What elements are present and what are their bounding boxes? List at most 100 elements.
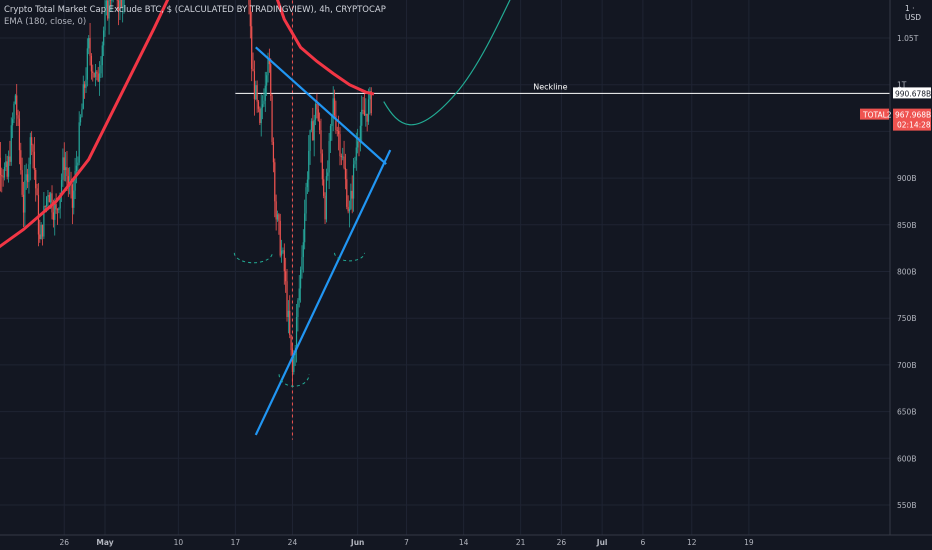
candle-body bbox=[108, 0, 110, 19]
candle-body bbox=[25, 174, 27, 181]
candle-body bbox=[268, 57, 270, 65]
candle-body bbox=[290, 335, 292, 350]
candle-body bbox=[73, 190, 75, 208]
candle-body bbox=[274, 162, 276, 202]
candle-body bbox=[56, 209, 59, 211]
candle-body bbox=[97, 73, 99, 82]
candle-body bbox=[260, 107, 262, 123]
y-tick-label: 750B bbox=[897, 314, 916, 323]
candle-body bbox=[306, 179, 308, 188]
candle-body bbox=[81, 108, 83, 118]
candle-body bbox=[111, 0, 113, 1]
y-tick-label: 850B bbox=[897, 221, 916, 230]
candle-body bbox=[346, 179, 348, 207]
candle-body bbox=[2, 176, 4, 178]
candle-body bbox=[96, 71, 98, 74]
candle-body bbox=[88, 38, 90, 49]
candle-body bbox=[0, 157, 2, 176]
lower-trendline bbox=[254, 149, 392, 436]
candle-body bbox=[271, 95, 273, 142]
candle-body bbox=[63, 157, 65, 171]
candle-body bbox=[39, 234, 41, 239]
candle-body bbox=[309, 130, 311, 151]
candle-body bbox=[304, 213, 306, 243]
candle-body bbox=[297, 300, 299, 318]
x-tick-label: Jun bbox=[350, 538, 364, 547]
y-tick-label: 600B bbox=[897, 454, 916, 463]
candle-body bbox=[50, 193, 52, 203]
candle-body bbox=[116, 0, 118, 1]
candle-body bbox=[310, 121, 313, 131]
candle-body bbox=[66, 167, 68, 177]
head-arc bbox=[278, 374, 310, 387]
countdown-label: 02:14:28 bbox=[897, 121, 931, 130]
left-shoulder-arc bbox=[233, 252, 273, 264]
candle-body bbox=[109, 0, 112, 1]
candle-body bbox=[255, 85, 257, 100]
candle-body bbox=[287, 310, 289, 318]
candle-body bbox=[338, 130, 340, 135]
x-tick-label: 12 bbox=[687, 538, 697, 547]
currency-code: USD bbox=[905, 13, 922, 22]
candle-body bbox=[3, 167, 6, 178]
candle-body bbox=[55, 204, 57, 210]
candle-body bbox=[21, 170, 23, 195]
symbol-label: TOTAL2 bbox=[862, 111, 892, 120]
candle-body bbox=[82, 84, 84, 109]
candle-body bbox=[93, 73, 95, 77]
x-tick-label: 21 bbox=[516, 538, 526, 547]
candle-body bbox=[357, 141, 359, 148]
candle-body bbox=[120, 0, 122, 7]
candle-body bbox=[279, 220, 281, 256]
candle-body bbox=[252, 68, 254, 72]
candle-body bbox=[32, 145, 34, 152]
currency-label[interactable]: 1 · USD bbox=[905, 4, 922, 22]
neckline-price-badge bbox=[893, 87, 931, 99]
candle-body bbox=[79, 117, 82, 123]
candle-body bbox=[29, 137, 31, 165]
x-tick-label: 14 bbox=[459, 538, 469, 547]
x-tick-label: 26 bbox=[59, 538, 69, 547]
candle-body bbox=[347, 206, 349, 212]
candle-body bbox=[28, 164, 30, 183]
candle-body bbox=[339, 134, 341, 157]
candle-body bbox=[51, 193, 53, 213]
candle-body bbox=[327, 172, 329, 177]
indicator-label: EMA (180, close, 0) bbox=[4, 17, 87, 27]
candle-body bbox=[325, 176, 328, 220]
candle-body bbox=[5, 161, 7, 168]
candle-body bbox=[293, 355, 295, 373]
x-axis-background bbox=[0, 535, 932, 550]
last-price-label: 967.968B bbox=[895, 111, 931, 120]
candle-body bbox=[101, 45, 103, 66]
candle-body bbox=[58, 208, 60, 211]
candle-body bbox=[77, 162, 79, 166]
candle-body bbox=[324, 195, 326, 220]
candle-body bbox=[35, 169, 37, 189]
candle-body bbox=[100, 65, 102, 74]
x-tick-label: 19 bbox=[744, 538, 754, 547]
candle-body bbox=[253, 71, 256, 100]
candle-body bbox=[272, 141, 275, 163]
candle-body bbox=[280, 250, 283, 256]
candle-body bbox=[352, 164, 355, 199]
candle-body bbox=[308, 150, 310, 180]
candle-body bbox=[267, 57, 269, 76]
candle-body bbox=[317, 109, 319, 121]
candle-body bbox=[92, 71, 94, 74]
candle-body bbox=[276, 214, 279, 220]
candle-body bbox=[336, 130, 338, 131]
candle-body bbox=[44, 206, 46, 207]
candle-body bbox=[333, 98, 336, 116]
candle-body bbox=[312, 121, 314, 141]
candle-body bbox=[266, 75, 268, 86]
candle-body bbox=[331, 115, 333, 126]
y-tick-label: 1T bbox=[897, 81, 907, 90]
candle-body bbox=[90, 55, 93, 72]
candle-body bbox=[261, 104, 264, 108]
candle-body bbox=[84, 84, 86, 88]
candle-body bbox=[85, 79, 87, 88]
candle-body bbox=[263, 100, 265, 105]
